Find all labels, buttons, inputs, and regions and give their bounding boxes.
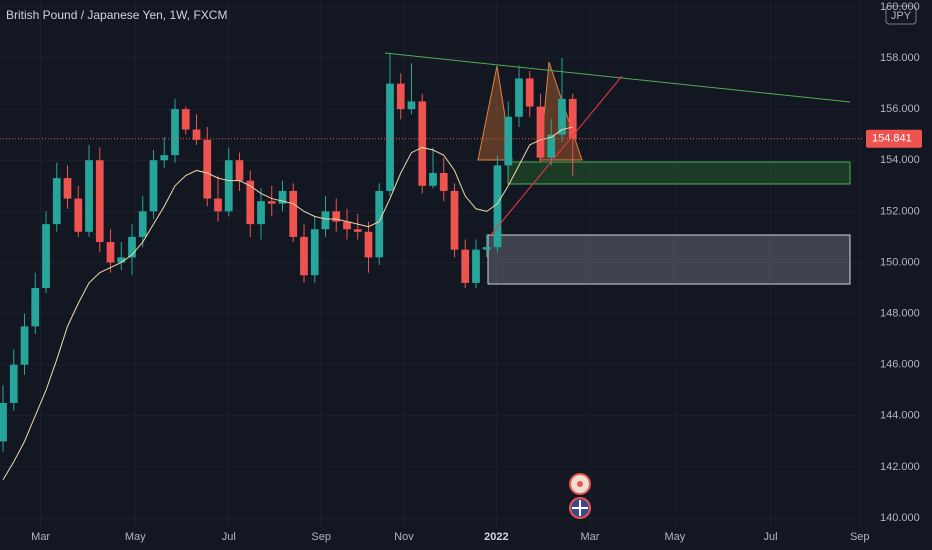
candle-body <box>515 78 523 117</box>
last-price-box <box>866 129 922 148</box>
candle-body <box>321 211 330 230</box>
y-tick-label: 160.000 <box>880 1 920 13</box>
y-tick-label: 158.000 <box>880 52 920 64</box>
candle-body <box>203 139 212 199</box>
candle-body <box>235 160 244 181</box>
y-tick-label: 156.000 <box>880 103 920 115</box>
candle-body <box>525 78 534 107</box>
candle-body <box>375 190 384 258</box>
candle-body <box>482 247 491 250</box>
candle-body <box>31 288 40 327</box>
candle-body <box>160 155 169 161</box>
y-tick-label: 148.000 <box>880 307 920 319</box>
last-price-label: 154.841 <box>872 133 912 145</box>
x-tick-label: Jul <box>763 531 777 543</box>
moving-average <box>2 126 573 480</box>
y-tick-label: 154.000 <box>880 154 920 166</box>
candle-body <box>20 326 29 365</box>
candle-body <box>267 201 276 204</box>
currency[interactable]: JPY <box>891 10 912 22</box>
candle-body <box>568 98 577 139</box>
candle-body <box>300 236 308 276</box>
trendline <box>384 52 851 103</box>
candle-body <box>472 249 480 283</box>
x-tick-label: Nov <box>394 531 414 543</box>
candle-body <box>128 236 136 258</box>
candle-body <box>450 190 459 250</box>
support-zone <box>507 161 851 185</box>
event-icon-dot <box>577 481 583 487</box>
candle-body <box>74 198 83 232</box>
candle-body <box>493 165 502 248</box>
candle-body <box>171 109 179 156</box>
x-tick-label: 2022 <box>484 531 508 543</box>
marks <box>0 52 862 480</box>
candle-body <box>504 116 513 166</box>
x-tick-label: Mar <box>31 531 50 543</box>
candle-body <box>558 98 566 135</box>
target-zone <box>487 234 851 285</box>
candle-body <box>353 229 362 232</box>
candle-body <box>246 180 255 225</box>
y-tick-label: 144.000 <box>880 410 920 422</box>
candle-body <box>63 178 72 199</box>
currency-box[interactable] <box>885 5 917 25</box>
candle-body <box>224 160 233 212</box>
x-tick-label: Sep <box>311 531 331 543</box>
candle-body <box>181 109 190 130</box>
candle-body <box>429 173 437 186</box>
candle-body <box>52 178 61 225</box>
y-tick-label: 150.000 <box>880 256 920 268</box>
candle-body <box>310 229 319 276</box>
candle-body <box>386 83 394 191</box>
y-tick-label: 140.000 <box>880 512 920 524</box>
x-tick-label: Jul <box>222 531 236 543</box>
candle-body <box>0 403 7 442</box>
candle-body <box>9 364 18 404</box>
y-tick-label: 142.000 <box>880 461 920 473</box>
candle-body <box>106 242 115 263</box>
candle-body <box>138 211 147 237</box>
candle-body <box>332 211 341 222</box>
candle-body <box>439 173 448 191</box>
y-tick-label: 152.000 <box>880 205 920 217</box>
candle-body <box>117 257 126 263</box>
candle-body <box>407 101 416 110</box>
candle-body <box>547 134 556 158</box>
candle-body <box>461 249 470 283</box>
candle-body <box>257 201 265 225</box>
candle-body <box>214 198 222 212</box>
axes: 140.000 142.000 144.000 146.000 148.000 150.0… <box>31 1 922 543</box>
x-tick-label: Mar <box>580 531 599 543</box>
price-axis <box>862 0 932 550</box>
candle-body <box>192 129 201 140</box>
x-tick-label: Sep <box>850 531 870 543</box>
candle-body <box>149 160 158 212</box>
candle-body <box>364 231 373 258</box>
candle-body <box>278 190 287 204</box>
candle-body <box>343 221 351 230</box>
trendline <box>489 75 623 237</box>
candle-body <box>42 224 50 289</box>
candle-body <box>536 106 545 158</box>
y-tick-label: 146.000 <box>880 359 920 371</box>
candle-body <box>396 83 405 110</box>
x-tick-label: May <box>664 531 685 543</box>
candle-body <box>85 160 93 232</box>
pattern-triangle <box>477 65 513 161</box>
candle-body <box>95 160 104 243</box>
candle-body <box>289 190 298 237</box>
chart-title: British Pound / Japanese Yen, 1W, FXCM <box>6 8 227 22</box>
candle-body <box>418 101 427 186</box>
x-tick-label: May <box>125 531 146 543</box>
